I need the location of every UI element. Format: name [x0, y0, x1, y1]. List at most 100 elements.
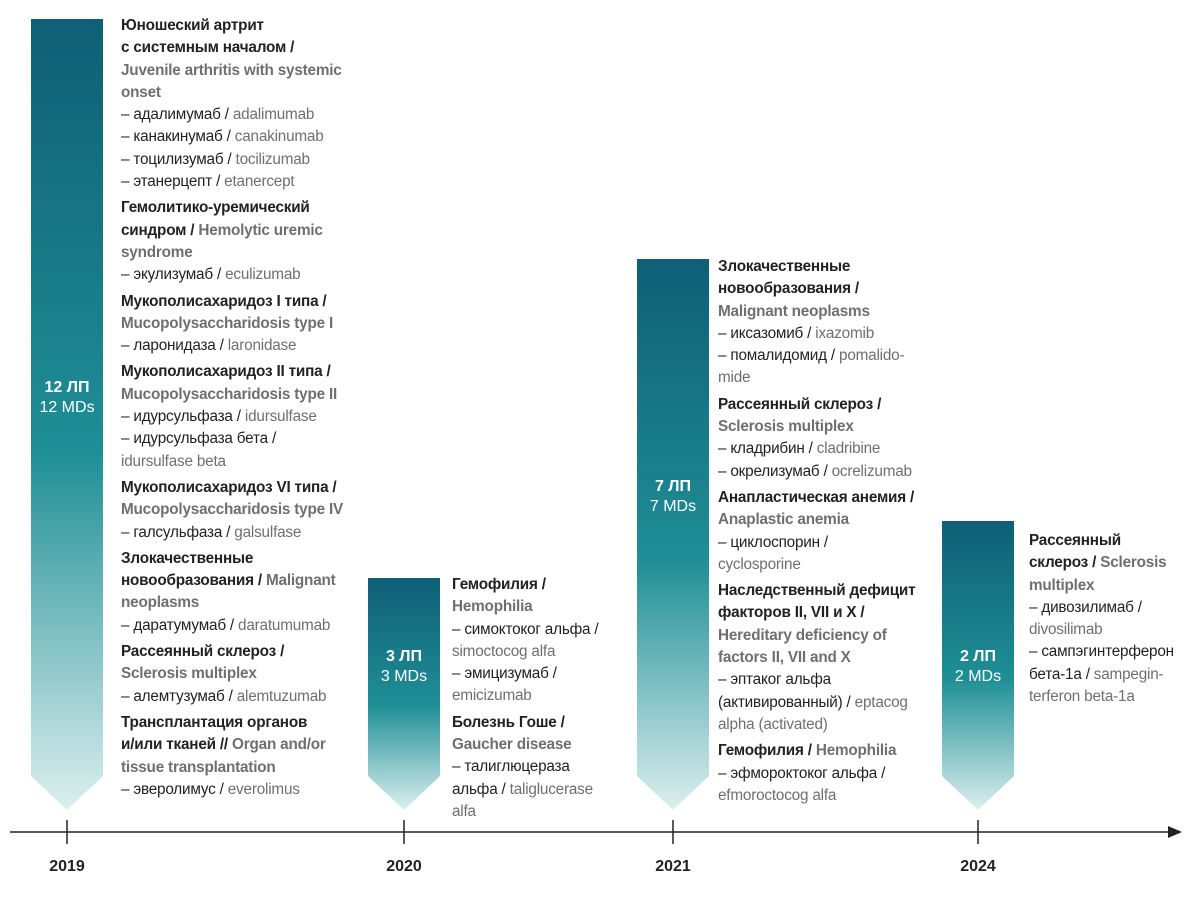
year-arrow-2019: [31, 19, 103, 810]
indication-name-en: Hemophilia: [452, 598, 533, 616]
indication-name-ru: Злокачественные: [121, 549, 254, 567]
indication-name-ru: Болезнь Гоше /: [452, 713, 565, 731]
indication-name-ru: новообразования /: [718, 280, 859, 298]
drug-name-en: alpha (activated): [718, 715, 828, 733]
drug-name-en: ixazomib: [815, 324, 875, 342]
drug-line: divosilimab: [1029, 619, 1197, 641]
drug-line: – эфмороктоког альфа /: [718, 763, 940, 785]
drug-line: alpha (activated): [718, 714, 940, 736]
drug-name-en: simoctocog alfa: [452, 642, 556, 660]
drug-name-ru: – симоктоког альфа /: [452, 620, 599, 638]
indication-name-ru: Наследственный дефицит: [718, 582, 916, 600]
indication-group: Гемофилия / Hemophilia – эфмороктоког аль…: [718, 740, 940, 807]
indication-name-en: Sclerosis multiplex: [718, 418, 854, 436]
drug-name-en: emicizumab: [452, 687, 532, 705]
indication-group: Мукополисахаридоз I типа / Mucopolysaccha…: [121, 291, 371, 358]
indication-name-ru: Рассеянный: [1029, 532, 1121, 549]
drug-name-ru: – эфмороктоког альфа /: [718, 764, 886, 782]
indication-heading: Трансплантация органов и/или тканей // Or…: [121, 712, 371, 779]
drug-name-en: efmoroctocog alfa: [718, 786, 837, 804]
indication-name-en: Sclerosis: [1100, 554, 1167, 572]
drug-name-en: daratumumab: [238, 616, 331, 634]
indication-name-en: Organ and/or: [232, 736, 326, 754]
indication-name-en: multiplex: [1029, 576, 1095, 594]
count-ru: 2 ЛП: [959, 648, 997, 665]
drug-line: – кладрибин / cladribine: [718, 438, 940, 460]
count-label-2021: 7 ЛП 7 MDs: [650, 477, 696, 517]
drug-name-en: ocrelizumab: [831, 462, 912, 480]
drug-line: – иксазомиб / ixazomib: [718, 323, 940, 345]
indication-name-en: Sclerosis multiplex: [121, 665, 257, 683]
indication-heading: Гемолитико-уремический синдром / Hemolyti…: [121, 197, 371, 264]
indication-name-en: Malignant neoplasms: [718, 302, 870, 320]
indication-group: Анапластическая анемия / Anaplastic anemi…: [718, 487, 940, 576]
count-label-2020: 3 ЛП 3 MDs: [381, 647, 427, 687]
drug-name-ru: альфа /: [452, 780, 510, 798]
drug-name-ru: – алемтузумаб /: [121, 687, 237, 705]
drug-name-ru: – помалидомид /: [718, 347, 840, 365]
indication-name-ru: Мукополисахаридоз VI типа /: [121, 478, 337, 496]
drug-line: – окрелизумаб / ocrelizumab: [718, 461, 940, 483]
drug-name-ru: – эмицизумаб /: [452, 665, 557, 683]
drug-name-ru: – иксазомиб /: [718, 324, 816, 342]
drug-name-ru: бета-1a /: [1029, 665, 1094, 683]
indication-name-ru: Мукополисахаридоз II типа /: [121, 363, 331, 381]
indication-name-en: neoplasms: [121, 594, 200, 612]
indication-group: Трансплантация органов и/или тканей // Or…: [121, 712, 371, 801]
indication-heading: Мукополисахаридоз II типа / Mucopolysacch…: [121, 361, 371, 406]
drug-line: cyclosporine: [718, 554, 940, 576]
drug-line: – алемтузумаб / alemtuzumab: [121, 686, 371, 708]
indication-heading: Гемофилия / Hemophilia: [452, 574, 632, 619]
drug-name-en: alfa: [452, 802, 476, 820]
indication-name-ru: новообразования /: [121, 572, 266, 590]
indications-2019: Юношеский артрит с системным началом / Ju…: [121, 15, 371, 805]
count-ru: 7 ЛП: [654, 478, 692, 495]
indication-name-ru: склероз /: [1029, 554, 1101, 572]
drug-name-ru: – даратумумаб /: [121, 616, 239, 634]
indication-name-en: Anaplastic anemia: [718, 511, 849, 529]
indications-2021: Злокачественные новообразования / Malignan…: [718, 256, 940, 811]
drug-name-ru: – этанерцепт /: [121, 173, 225, 191]
year-label-2020: 2020: [386, 858, 422, 875]
drug-name-ru: – ларонидаза /: [121, 337, 228, 355]
indication-group: Болезнь Гоше / Gaucher disease – талиглюце…: [452, 712, 632, 823]
drug-line: – идурсульфаза бета /: [121, 428, 371, 450]
drug-name-ru: – эверолимус /: [121, 780, 228, 798]
drug-name-en: cladribine: [816, 440, 881, 458]
indication-group: Рассеянный склероз / Sclerosis multiplex –…: [121, 641, 371, 708]
indication-name-en: onset: [121, 83, 161, 101]
count-en: 12 MDs: [39, 399, 95, 416]
drug-name-en: laronidase: [227, 337, 297, 355]
drug-name-en: pomalido-: [839, 347, 905, 365]
drug-line: – сампэгинтерферон: [1029, 641, 1197, 663]
drug-name-ru: – идурсульфаза бета /: [121, 430, 276, 448]
drug-line: – канакинумаб / canakinumab: [121, 126, 371, 148]
indication-name-en: Hemophilia: [815, 742, 897, 760]
indication-group: Мукополисахаридоз VI типа / Mucopolysacch…: [121, 477, 371, 544]
indication-heading: Мукополисахаридоз VI типа / Mucopolysacch…: [121, 477, 371, 522]
drug-name-en: everolimus: [227, 780, 300, 798]
drug-name-ru: – идурсульфаза /: [121, 408, 245, 426]
indication-name-ru: синдром /: [121, 221, 199, 239]
year-arrow-2024: [942, 521, 1014, 810]
drug-name-ru: – эптаког альфа: [718, 671, 831, 689]
indications-2020: Гемофилия / Hemophilia – симоктоког альфа …: [452, 574, 632, 827]
indication-group: Рассеянный склероз / Sclerosis multiplex – …: [1029, 530, 1197, 708]
indication-heading: Наследственный дефицит факторов II, VII и…: [718, 580, 940, 669]
indication-heading: Рассеянный склероз / Sclerosis multiplex: [121, 641, 371, 686]
drug-line: – галсульфаза / galsulfase: [121, 522, 371, 544]
indication-name-ru: Юношеский артрит: [121, 17, 264, 34]
indication-name-ru: Злокачественные: [718, 258, 851, 275]
drug-name-ru: – сампэгинтерферон: [1029, 643, 1174, 661]
indication-group: Злокачественные новообразования / Malignan…: [718, 256, 940, 390]
drug-name-en: eptacog: [854, 693, 908, 711]
indication-group: Гемофилия / Hemophilia – симоктоког альфа …: [452, 574, 632, 708]
indication-name-en: Mucopolysaccharidosis type II: [121, 385, 338, 403]
drug-name-ru: – дивозилимаб /: [1029, 598, 1142, 616]
drug-line: – эптаког альфа: [718, 669, 940, 691]
indication-name-en: Mucopolysaccharidosis type IV: [121, 501, 344, 519]
drug-name-en: idursulfase: [244, 408, 317, 426]
indication-name-en: Hemolytic uremic: [198, 221, 323, 239]
count-label-2024: 2 ЛП 2 MDs: [955, 647, 1001, 687]
